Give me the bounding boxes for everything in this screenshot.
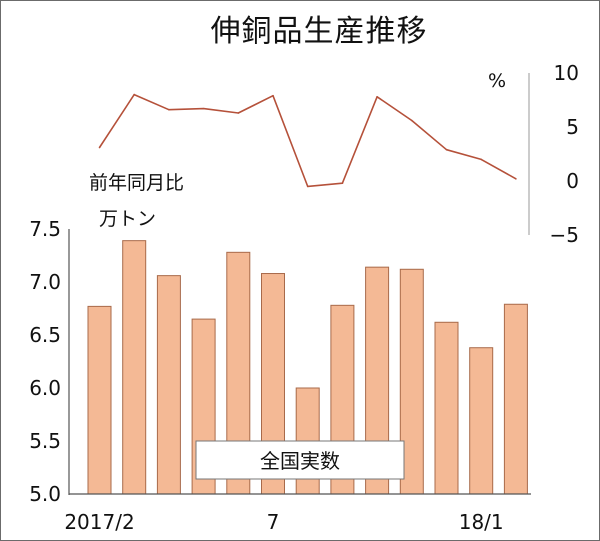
line-y-ticks: 10 5 0 −5 [550,61,579,247]
bar-series [87,240,528,495]
line-point [515,178,517,180]
line-point [341,182,344,184]
line-series [98,93,517,188]
bar-y-tick-label: 7.5 [29,217,61,241]
line-point [98,146,101,149]
bar-y-ticks: 7.5 7.0 6.5 6.0 5.5 5.0 [29,217,61,506]
bar-axis [68,229,531,495]
x-tick-label: 2017/2 [64,510,134,534]
line-point [445,148,448,151]
line-point [306,185,309,188]
bar-y-tick-label: 5.5 [29,429,61,453]
legend-box [195,440,405,480]
bar-y-tick-label: 7.0 [29,270,61,294]
x-tick-labels: 2017/2 7 18/1 [64,510,503,534]
line-point [202,107,205,110]
x-tick-label: 7 [267,510,280,534]
bar [469,347,494,495]
legend-label: 全国実数 [260,449,340,473]
bar [156,275,181,495]
line-unit: % [488,70,506,92]
bar-y-tick-label: 5.0 [29,482,61,506]
line-point [237,112,240,114]
line-point [133,93,135,96]
bar [434,321,459,495]
line-point [480,158,483,161]
line-y-tick-label: 5 [566,115,579,139]
bar-ylabel: 万トン [99,208,156,230]
line-y-tick-label: 0 [566,169,579,193]
bar-y-tick-label: 6.5 [29,323,61,347]
line-y-tick-label: 10 [554,61,579,85]
line-point [168,108,170,111]
line-y-tick-label: −5 [550,223,579,247]
bar [87,305,112,495]
bar [122,240,147,495]
bar [503,303,528,495]
line-ylabel: 前年同月比 [89,172,184,194]
chart-title: 伸銅品生産推移 [211,14,428,49]
line-point [411,119,413,122]
bar-y-tick-label: 6.0 [29,376,61,400]
x-tick-label: 18/1 [459,510,504,534]
line-point [272,94,274,97]
line-point [376,95,378,98]
